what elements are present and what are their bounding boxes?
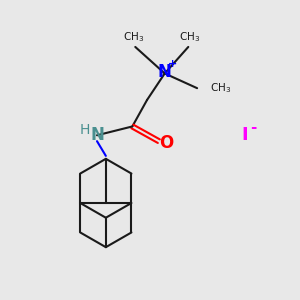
Text: N: N (90, 126, 104, 144)
Text: $\mathregular{CH_3}$: $\mathregular{CH_3}$ (210, 81, 232, 95)
Text: N: N (158, 63, 172, 81)
Text: H: H (80, 123, 90, 137)
Text: +: + (168, 59, 178, 69)
Text: -: - (250, 120, 256, 135)
Text: O: O (159, 134, 173, 152)
Text: $\mathregular{CH_3}$: $\mathregular{CH_3}$ (123, 30, 144, 44)
Text: I: I (241, 126, 247, 144)
Text: $\mathregular{CH_3}$: $\mathregular{CH_3}$ (179, 30, 200, 44)
